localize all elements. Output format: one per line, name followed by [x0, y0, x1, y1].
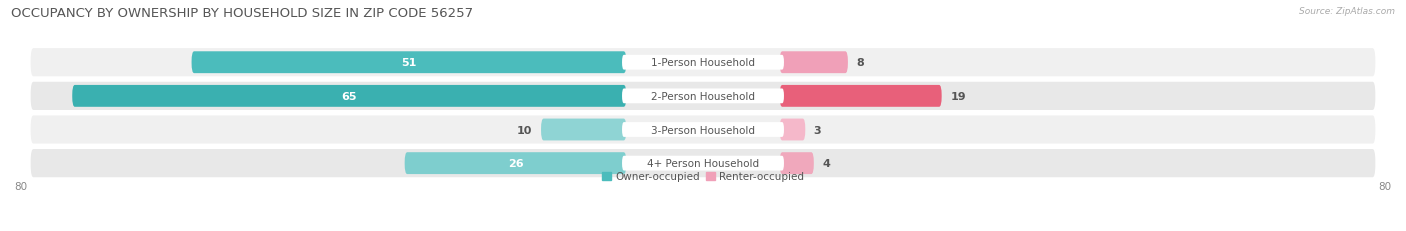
Text: 2-Person Household: 2-Person Household	[651, 91, 755, 101]
Text: 51: 51	[401, 58, 416, 68]
Text: OCCUPANCY BY OWNERSHIP BY HOUSEHOLD SIZE IN ZIP CODE 56257: OCCUPANCY BY OWNERSHIP BY HOUSEHOLD SIZE…	[11, 7, 474, 20]
FancyBboxPatch shape	[780, 85, 942, 107]
FancyBboxPatch shape	[780, 52, 848, 74]
FancyBboxPatch shape	[72, 85, 626, 107]
FancyBboxPatch shape	[621, 123, 785, 137]
FancyBboxPatch shape	[780, 152, 814, 174]
FancyBboxPatch shape	[405, 152, 626, 174]
FancyBboxPatch shape	[780, 119, 806, 141]
Text: 19: 19	[950, 91, 966, 101]
Text: 3: 3	[814, 125, 821, 135]
FancyBboxPatch shape	[621, 156, 785, 171]
Text: Source: ZipAtlas.com: Source: ZipAtlas.com	[1299, 7, 1395, 16]
FancyBboxPatch shape	[30, 148, 1376, 179]
Text: 65: 65	[342, 91, 357, 101]
Text: 4+ Person Household: 4+ Person Household	[647, 158, 759, 168]
FancyBboxPatch shape	[30, 81, 1376, 112]
Text: 10: 10	[517, 125, 533, 135]
Text: 1-Person Household: 1-Person Household	[651, 58, 755, 68]
Legend: Owner-occupied, Renter-occupied: Owner-occupied, Renter-occupied	[602, 172, 804, 182]
Text: 3-Person Household: 3-Person Household	[651, 125, 755, 135]
FancyBboxPatch shape	[541, 119, 626, 141]
Text: 26: 26	[508, 158, 523, 168]
FancyBboxPatch shape	[621, 89, 785, 104]
Text: 4: 4	[823, 158, 830, 168]
FancyBboxPatch shape	[30, 48, 1376, 78]
FancyBboxPatch shape	[621, 56, 785, 70]
FancyBboxPatch shape	[191, 52, 626, 74]
FancyBboxPatch shape	[30, 115, 1376, 145]
Text: 8: 8	[856, 58, 865, 68]
